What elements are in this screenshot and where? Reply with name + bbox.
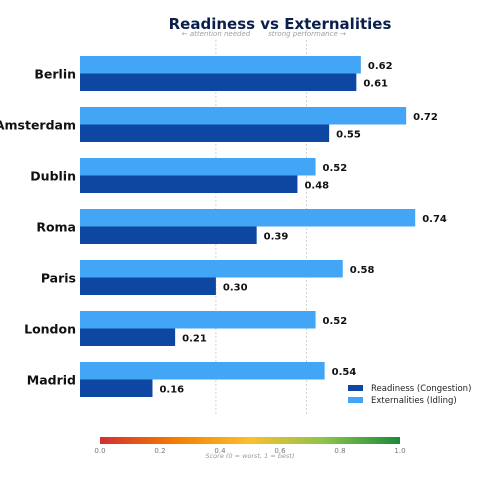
bars-group xyxy=(80,56,416,397)
bar-readiness-london xyxy=(80,328,176,346)
bar-readiness-madrid xyxy=(80,379,153,397)
category-label-paris: Paris xyxy=(41,271,76,286)
colorbar-tick-5: 1.0 xyxy=(394,447,405,455)
value-label-externalities-amsterdam: 0.72 xyxy=(413,112,438,123)
category-label-dublin: Dublin xyxy=(30,169,76,184)
value-label-externalities-dublin: 0.52 xyxy=(323,163,348,174)
legend: Readiness (Congestion) Externalities (Idl… xyxy=(345,379,493,409)
colorbar-tick-0: 0.0 xyxy=(94,447,105,455)
bar-externalities-berlin xyxy=(80,56,361,74)
value-label-readiness-roma: 0.39 xyxy=(264,231,289,242)
colorbar-tick-4: 0.8 xyxy=(334,447,345,455)
legend-swatch-0 xyxy=(348,385,363,391)
bar-externalities-madrid xyxy=(80,362,325,380)
bar-readiness-paris xyxy=(80,277,216,295)
annotation-right-hint: strong performance → xyxy=(268,30,346,38)
value-label-readiness-berlin: 0.61 xyxy=(363,78,388,89)
bar-externalities-london xyxy=(80,311,316,329)
colorbar-gradient xyxy=(100,437,400,444)
colorbar-tick-1: 0.2 xyxy=(154,447,165,455)
bar-readiness-roma xyxy=(80,226,257,244)
value-label-externalities-berlin: 0.62 xyxy=(368,61,393,72)
bar-readiness-dublin xyxy=(80,175,298,193)
colorbar-label: Score (0 = worst, 1 = best) xyxy=(205,452,294,460)
colorbar: 0.0 0.2 0.4 0.6 0.8 1.0 Score (0 = worst, 1 = … xyxy=(94,437,406,460)
category-label-london: London xyxy=(24,322,76,337)
value-label-readiness-amsterdam: 0.55 xyxy=(336,129,361,140)
bar-readiness-berlin xyxy=(80,73,357,91)
legend-swatch-1 xyxy=(348,397,363,403)
bar-externalities-dublin xyxy=(80,158,316,176)
bar-readiness-amsterdam xyxy=(80,124,330,142)
legend-label-1: Externalities (Idling) xyxy=(371,396,457,406)
colorbar-tick-3: 0.6 xyxy=(274,447,286,455)
value-labels: 0.62 0.61 0.72 0.55 0.52 0.48 0.74 0.39 0.58 0.30… xyxy=(159,61,446,396)
category-label-amsterdam: Amsterdam xyxy=(0,118,76,133)
category-labels: Berlin Amsterdam Dublin Roma Paris London Madr… xyxy=(0,67,76,388)
category-label-roma: Roma xyxy=(36,220,76,235)
bar-externalities-paris xyxy=(80,260,343,278)
bar-externalities-roma xyxy=(80,209,416,227)
annotation-left-hint: ← attention needed xyxy=(182,30,251,38)
bar-externalities-amsterdam xyxy=(80,107,407,125)
category-label-berlin: Berlin xyxy=(34,67,76,82)
chart-title: Readiness vs Externalities xyxy=(169,15,392,33)
legend-label-0: Readiness (Congestion) xyxy=(371,384,471,394)
legend-box xyxy=(345,379,493,409)
value-label-readiness-paris: 0.30 xyxy=(223,282,248,293)
value-label-externalities-madrid: 0.54 xyxy=(332,367,357,378)
category-label-madrid: Madrid xyxy=(27,373,76,388)
value-label-externalities-paris: 0.58 xyxy=(350,265,375,276)
colorbar-tick-2: 0.4 xyxy=(214,447,226,455)
value-label-readiness-madrid: 0.16 xyxy=(159,384,184,395)
value-label-readiness-dublin: 0.48 xyxy=(304,180,329,191)
value-label-externalities-london: 0.52 xyxy=(323,316,348,327)
value-label-externalities-roma: 0.74 xyxy=(422,214,447,225)
value-label-readiness-london: 0.21 xyxy=(182,333,207,344)
